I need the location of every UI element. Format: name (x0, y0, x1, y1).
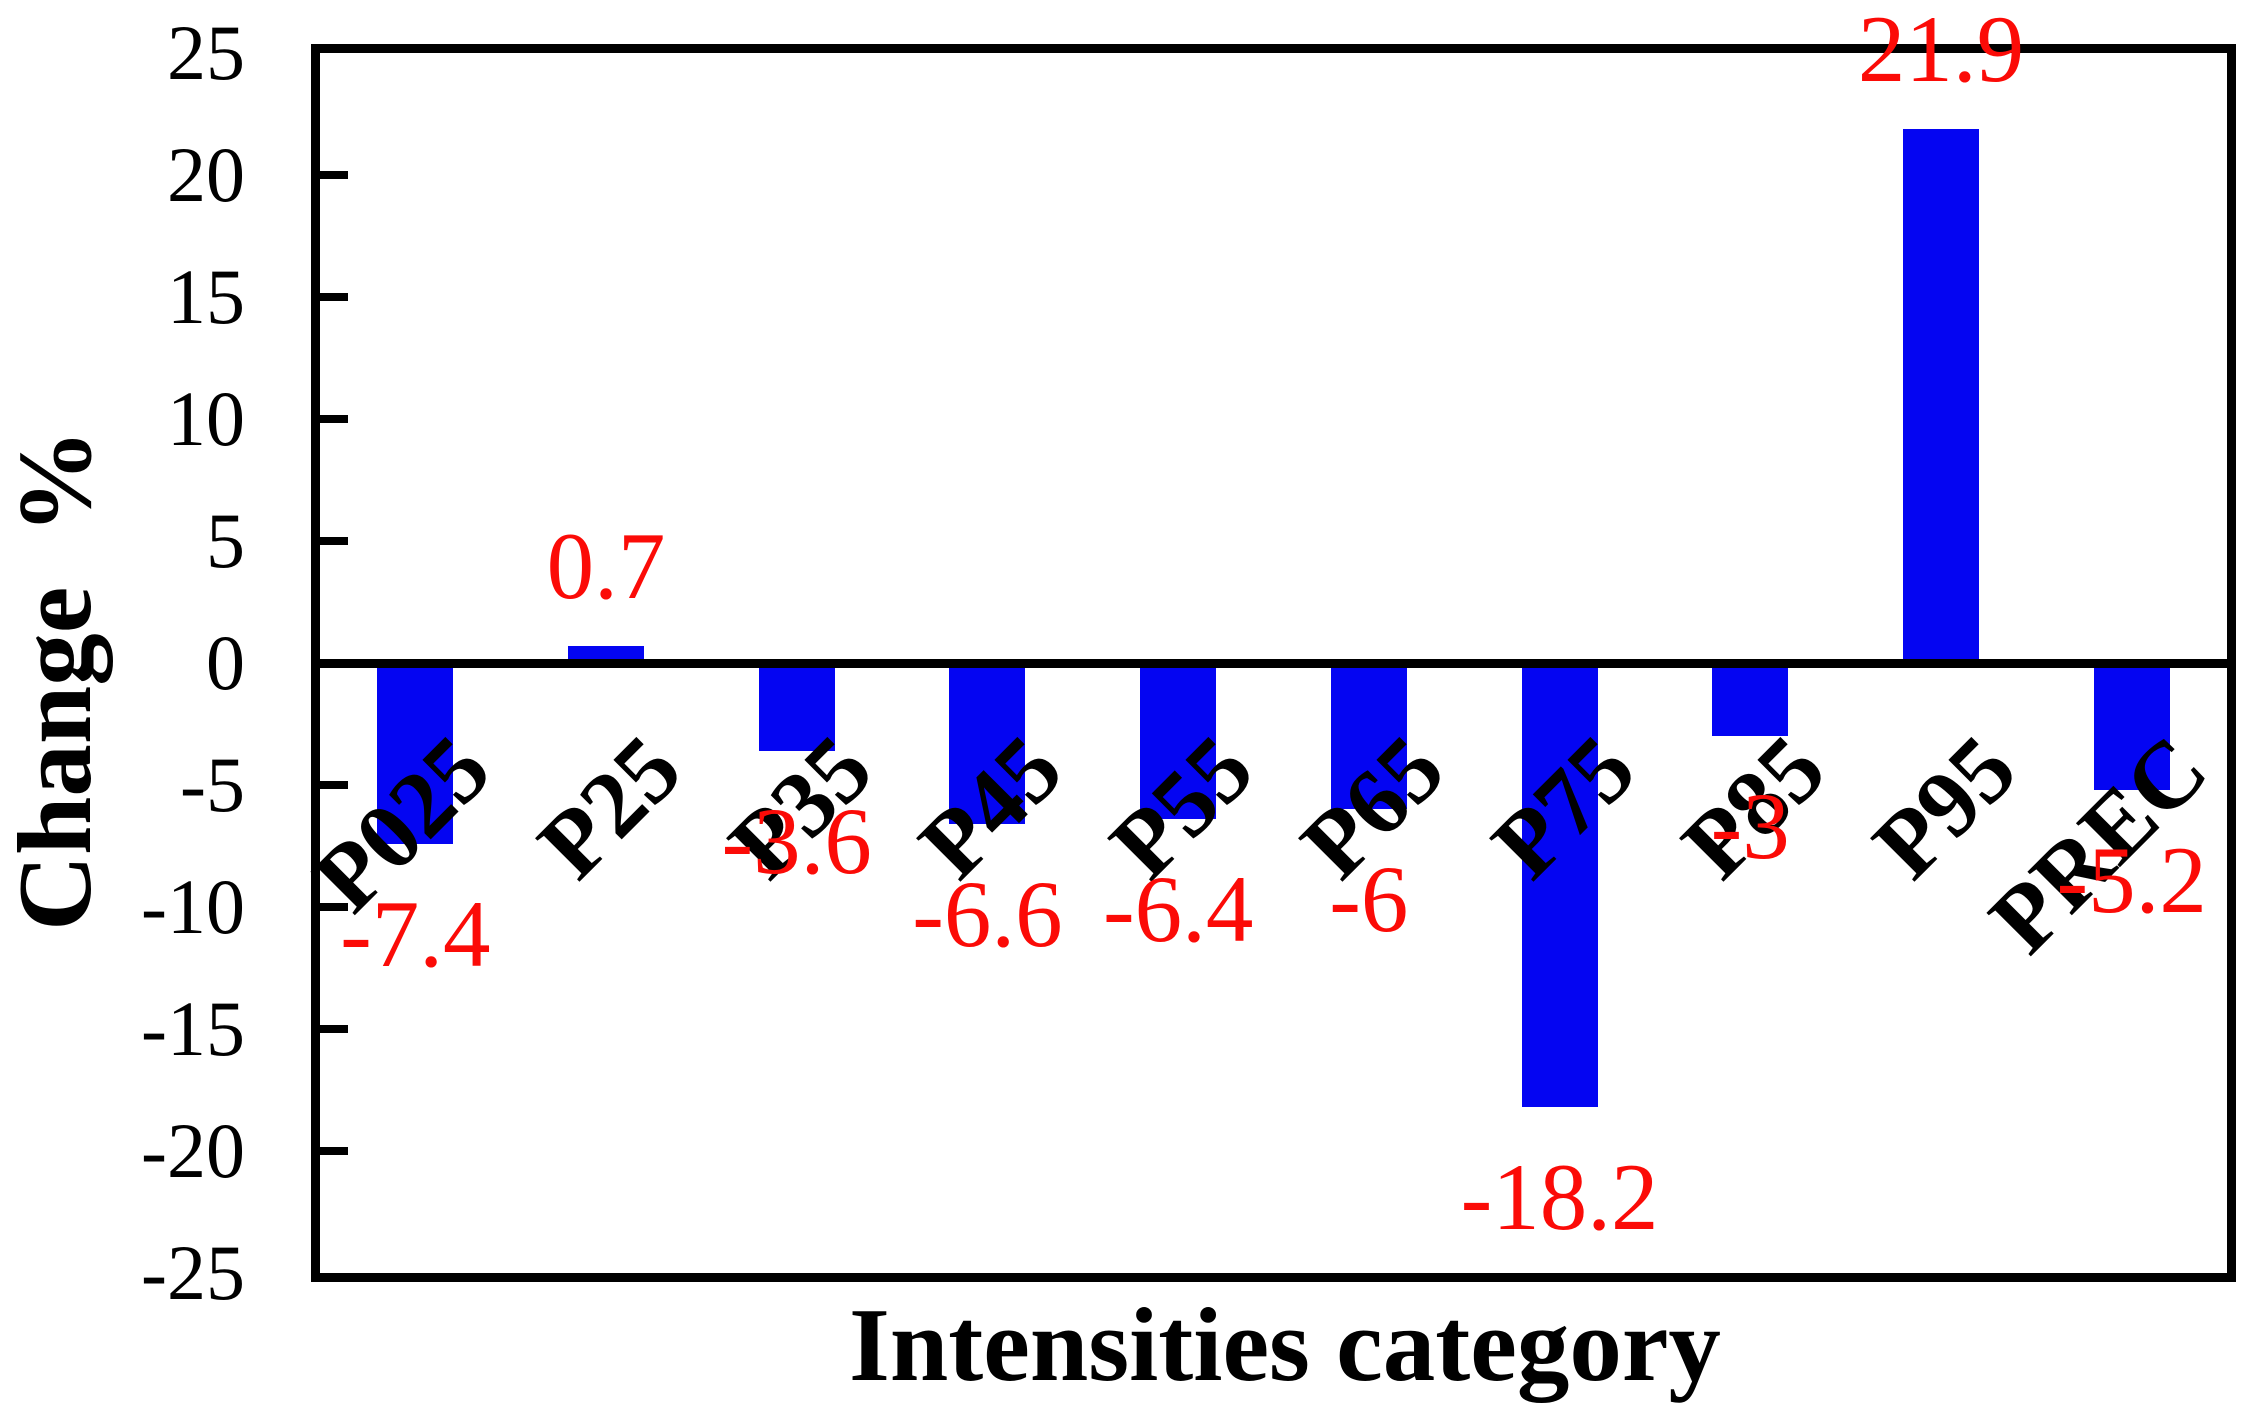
y-tick-label: 0 (206, 619, 245, 706)
bar-value-label: -3 (1710, 773, 1790, 880)
bar (758, 663, 835, 751)
bar-value-label: -5.2 (2056, 826, 2207, 933)
y-tick-label: -15 (141, 985, 245, 1072)
y-tick-label: -5 (180, 741, 245, 828)
y-tick-label: -20 (141, 1107, 245, 1194)
x-axis-title: Intensities category (849, 1286, 1721, 1403)
y-tick (320, 415, 348, 423)
bar-value-label: 21.9 (1857, 0, 2025, 102)
y-tick (320, 1025, 348, 1033)
y-tick-label: 15 (167, 253, 245, 340)
bar-value-label: -18.2 (1460, 1144, 1659, 1251)
y-tick-label: 10 (167, 375, 245, 462)
bar (1902, 128, 1979, 663)
y-tick (320, 903, 348, 911)
y-tick-label: -25 (141, 1229, 245, 1316)
bar-value-label: 0.7 (546, 512, 666, 619)
bar-value-label: -6.6 (912, 861, 1063, 968)
bar-value-label: -3.6 (721, 787, 872, 894)
bar-value-label: -6 (1329, 846, 1409, 953)
zero-axis-line (320, 658, 2227, 668)
y-tick (320, 537, 348, 545)
y-tick-label: 25 (167, 9, 245, 96)
y-tick (320, 781, 348, 789)
bar (1140, 663, 1217, 820)
bar (377, 663, 454, 844)
y-tick (320, 1147, 348, 1155)
bar (2093, 663, 2170, 790)
bar-value-label: -6.4 (1102, 856, 1254, 963)
bar (1330, 663, 1407, 810)
y-tick-label: 5 (206, 497, 245, 584)
plot-area-border (311, 44, 2236, 1282)
y-tick-label: 20 (167, 131, 245, 218)
bar (1712, 663, 1789, 737)
bar (1521, 663, 1598, 1108)
y-tick (320, 171, 348, 179)
y-axis-title: Change % (0, 429, 113, 931)
bar (949, 663, 1026, 825)
y-tick (320, 293, 348, 301)
y-tick-label: -10 (141, 863, 245, 950)
bar-value-label: -7.4 (340, 880, 491, 987)
